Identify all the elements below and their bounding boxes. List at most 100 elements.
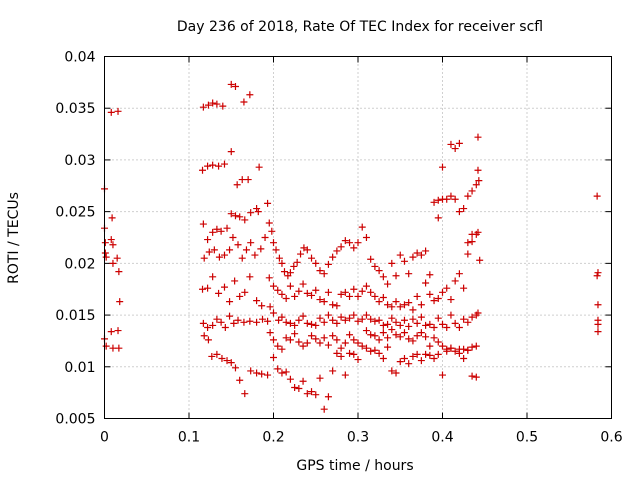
data-point — [264, 371, 272, 379]
data-point — [329, 301, 337, 309]
data-point — [375, 316, 383, 324]
data-point — [261, 234, 269, 241]
data-point — [422, 333, 430, 341]
data-point — [227, 359, 235, 367]
data-point — [396, 333, 404, 341]
data-point — [593, 192, 601, 200]
data-point — [291, 292, 299, 300]
data-point — [396, 251, 404, 259]
data-point — [329, 332, 337, 340]
data-point — [324, 341, 332, 349]
data-point — [278, 259, 286, 267]
data-point — [413, 350, 421, 358]
data-point — [316, 296, 324, 304]
data-point — [244, 176, 252, 184]
data-point — [367, 347, 375, 355]
data-point — [303, 339, 311, 347]
data-point — [337, 290, 345, 298]
data-point — [278, 290, 286, 298]
data-point — [426, 290, 434, 298]
data-point — [417, 301, 425, 309]
data-point — [451, 347, 459, 355]
data-point — [455, 139, 463, 147]
data-point — [213, 350, 221, 358]
data-point — [434, 214, 442, 222]
data-point — [405, 360, 413, 368]
data-point — [468, 230, 476, 238]
data-point — [270, 309, 277, 317]
data-point — [439, 163, 446, 171]
data-point — [379, 329, 387, 337]
data-point — [286, 319, 294, 327]
data-point — [204, 284, 212, 292]
data-point — [439, 288, 446, 296]
data-point — [217, 318, 225, 326]
data-point — [217, 227, 225, 235]
data-point — [253, 205, 261, 213]
data-point — [316, 339, 324, 347]
data-point — [430, 334, 438, 342]
data-point — [258, 370, 266, 378]
data-point — [264, 199, 272, 207]
data-point — [443, 347, 451, 355]
data-point — [476, 256, 484, 264]
data-point — [417, 357, 425, 365]
data-point — [253, 318, 261, 326]
data-point — [405, 299, 413, 307]
data-point — [270, 282, 277, 290]
data-point — [316, 374, 324, 382]
data-point — [384, 343, 392, 351]
data-point — [278, 345, 286, 353]
data-point — [109, 241, 117, 249]
data-point — [333, 319, 341, 327]
data-point — [253, 297, 261, 305]
data-point — [426, 351, 434, 359]
data-point — [265, 219, 273, 227]
data-point — [417, 251, 425, 259]
data-point — [460, 355, 468, 363]
data-point — [266, 303, 274, 311]
data-point — [443, 284, 451, 292]
data-point — [341, 316, 349, 324]
data-point — [329, 316, 337, 324]
data-point — [286, 336, 294, 344]
data-point — [388, 259, 396, 267]
data-point — [451, 145, 459, 153]
data-point — [388, 367, 396, 375]
data-point — [367, 331, 375, 339]
y-tick-label: 0.03 — [64, 153, 95, 169]
data-point — [200, 254, 208, 262]
data-point — [241, 390, 249, 398]
data-point — [247, 367, 255, 375]
data-point — [204, 236, 212, 244]
data-point — [230, 319, 238, 327]
data-point — [384, 320, 392, 328]
data-point — [213, 100, 221, 108]
data-point — [246, 317, 254, 325]
data-point — [324, 311, 332, 319]
data-point — [464, 346, 472, 354]
data-point — [246, 273, 254, 281]
data-point — [367, 255, 375, 263]
data-point — [413, 292, 421, 300]
data-point — [286, 375, 294, 383]
data-point — [272, 246, 280, 254]
data-point — [384, 301, 392, 309]
data-point — [468, 313, 476, 321]
data-point — [274, 286, 282, 294]
data-point — [474, 133, 482, 141]
data-point — [240, 318, 248, 326]
data-point — [291, 383, 299, 391]
data-point — [362, 234, 370, 241]
data-point — [115, 344, 123, 352]
data-point — [439, 342, 446, 350]
data-point — [303, 319, 311, 327]
data-point — [204, 162, 212, 170]
data-point — [358, 287, 366, 295]
data-point — [379, 321, 387, 329]
data-point — [293, 258, 301, 266]
data-point — [447, 140, 455, 148]
data-point — [388, 303, 396, 311]
data-point — [593, 272, 601, 280]
x-tick-label: 0.5 — [516, 430, 538, 446]
